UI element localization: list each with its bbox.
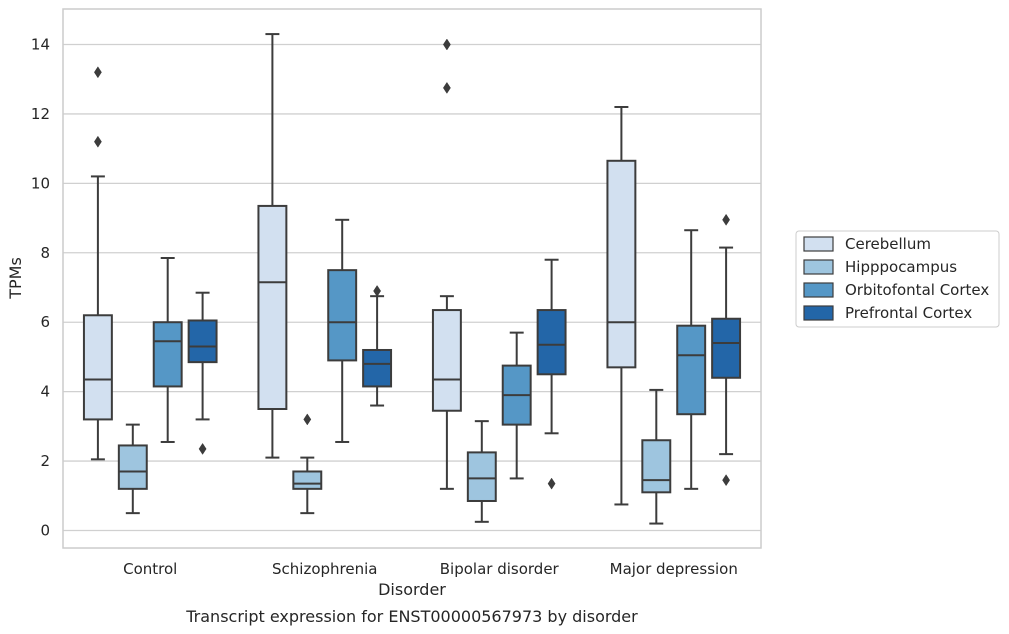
- box-iqr: [187, 319, 218, 364]
- legend-swatch: [803, 259, 834, 275]
- box-prefrontal-cortex: [536, 258, 567, 490]
- legend-items: Cerebellum Hipppocampus Orbitofontal Corte…: [803, 235, 989, 322]
- legend-label: Hipppocampus: [845, 258, 957, 276]
- y-tick-labels: 0 2 4 6 8 10 12 14: [31, 36, 50, 540]
- y-tick-label: 10: [31, 174, 50, 192]
- outlier-point: [94, 135, 102, 148]
- legend-swatch: [803, 282, 834, 298]
- box-cerebellum: [257, 33, 288, 459]
- box-hipppocampus: [117, 423, 148, 515]
- box-iqr: [292, 470, 323, 490]
- box-hipppocampus: [466, 420, 497, 523]
- box-hipppocampus: [641, 388, 672, 525]
- boxes: [82, 33, 742, 525]
- box-iqr: [536, 309, 567, 376]
- y-tick-label: 0: [40, 522, 50, 540]
- y-tick-label: 6: [40, 313, 50, 331]
- box-orbitofontal-cortex: [152, 256, 183, 443]
- outlier-point: [722, 213, 730, 226]
- outlier-point: [373, 285, 381, 297]
- outlier-point: [303, 413, 312, 426]
- box-iqr: [257, 204, 288, 410]
- legend-frame: [795, 230, 1000, 328]
- box-iqr: [711, 317, 742, 379]
- box-orbitofontal-cortex: [676, 229, 707, 490]
- legend-label: Cerebellum: [845, 235, 931, 253]
- plot-frame: [62, 8, 762, 549]
- box-cerebellum: [431, 38, 462, 490]
- y-tick-label: 12: [31, 105, 50, 123]
- box-hipppocampus: [292, 413, 323, 515]
- box-cerebellum: [606, 105, 637, 506]
- box-prefrontal-cortex: [187, 291, 218, 455]
- outlier-point: [443, 38, 451, 51]
- outlier-point: [547, 477, 556, 490]
- legend-swatch: [803, 305, 834, 321]
- box-iqr: [606, 159, 637, 369]
- x-tick-labels: Control Schizophrenia Bipolar disorder Majo…: [123, 560, 738, 578]
- box-orbitofontal-cortex: [501, 331, 532, 480]
- outlier-point: [722, 474, 730, 487]
- box-cerebellum: [82, 66, 113, 461]
- outlier-point: [94, 66, 102, 79]
- box-iqr: [362, 348, 393, 388]
- box-prefrontal-cortex: [711, 213, 742, 487]
- box-iqr: [82, 314, 113, 421]
- box-iqr: [466, 451, 497, 502]
- box-orbitofontal-cortex: [327, 218, 358, 443]
- legend: Cerebellum Hipppocampus Orbitofontal Corte…: [795, 230, 1000, 328]
- x-tick-label: Bipolar disorder: [440, 560, 560, 578]
- box-iqr: [152, 321, 183, 388]
- y-tick-label: 2: [40, 452, 50, 470]
- outlier-point: [443, 81, 451, 94]
- box-iqr: [327, 269, 358, 362]
- legend-swatch: [803, 236, 834, 252]
- legend-label: Prefrontal Cortex: [845, 304, 972, 322]
- box-prefrontal-cortex: [362, 285, 393, 407]
- box-iqr: [117, 444, 148, 490]
- x-tick-label: Schizophrenia: [272, 560, 377, 578]
- outlier-point: [198, 442, 207, 455]
- legend-label: Orbitofontal Cortex: [845, 281, 989, 299]
- x-tick-label: Control: [123, 560, 177, 578]
- y-tick-label: 4: [40, 383, 50, 401]
- chart-caption: Transcript expression for ENST0000056797…: [185, 607, 638, 626]
- y-axis-title: TPMs: [6, 257, 25, 300]
- box-iqr: [431, 309, 462, 412]
- y-tick-label: 8: [40, 244, 50, 262]
- box-iqr: [641, 439, 672, 494]
- x-axis-title: Disorder: [378, 580, 446, 599]
- x-tick-label: Major depression: [610, 560, 738, 578]
- y-tick-label: 14: [31, 36, 50, 54]
- box-iqr: [676, 324, 707, 416]
